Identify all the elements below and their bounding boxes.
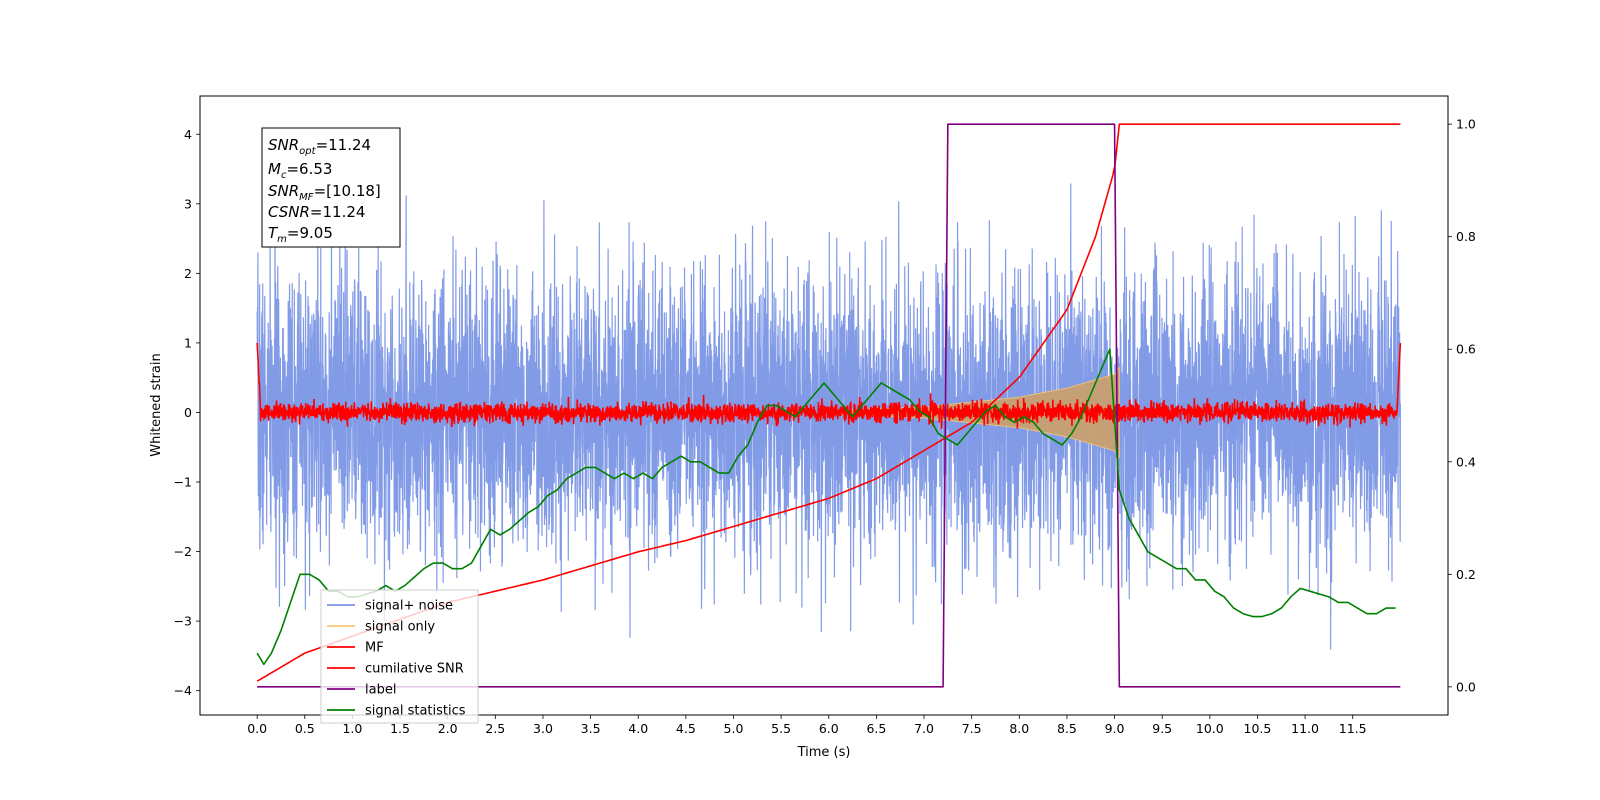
annotation-csnr: CSNR=11.24 xyxy=(268,203,365,221)
y-left-tick-label: 4 xyxy=(184,127,192,142)
x-tick-label: 0.5 xyxy=(295,721,315,736)
x-tick-label: 3.5 xyxy=(581,721,601,736)
x-tick-label: 1.5 xyxy=(390,721,410,736)
y-right-tick-label: 0.4 xyxy=(1456,454,1476,469)
x-tick-label: 7.0 xyxy=(914,721,934,736)
x-tick-label: 1.0 xyxy=(342,721,362,736)
legend-label: signal statistics xyxy=(365,704,466,719)
annotation-snr-mf: SNRMF=[10.18] xyxy=(268,182,381,203)
y-left-tick-label: −4 xyxy=(174,683,192,698)
y-left-tick-label: 2 xyxy=(184,266,192,281)
x-tick-label: 0.0 xyxy=(247,721,267,736)
axes: 0.0 0.5 1.0 1.5 2.0 2.5 3.0 3.5 4.0 4.5 5.0 5.5 6.0 6… xyxy=(174,117,1476,736)
x-axis-title: Time (s) xyxy=(797,745,851,760)
x-tick-label: 6.5 xyxy=(866,721,886,736)
x-tick-label: 2.0 xyxy=(438,721,458,736)
x-tick-label: 8.5 xyxy=(1057,721,1077,736)
y-right-tick-label: 0.0 xyxy=(1456,679,1476,694)
annotation-box: SNRopt=11.24 Mc=6.53 SNRMF=[10.18] CSNR=… xyxy=(261,127,401,248)
x-tick-label: 2.5 xyxy=(485,721,505,736)
annotation-mc: Mc=6.53 xyxy=(268,160,332,181)
x-tick-label: 5.5 xyxy=(771,721,791,736)
y-right-tick-label: 0.6 xyxy=(1456,342,1476,357)
x-tick-label: 4.0 xyxy=(628,721,648,736)
annotation-tm: Tm=9.05 xyxy=(268,224,333,245)
x-tick-label: 10.5 xyxy=(1244,721,1272,736)
y-right-tick-label: 1.0 xyxy=(1456,117,1476,132)
x-tick-label: 9.5 xyxy=(1152,721,1172,736)
y-left-tick-label: −1 xyxy=(174,475,192,490)
legend-label: MF xyxy=(365,641,384,656)
x-tick-label: 3.0 xyxy=(533,721,553,736)
y-right-tick-label: 0.8 xyxy=(1456,229,1476,244)
plot-frame xyxy=(199,95,1449,716)
legend-label: signal+ noise xyxy=(365,599,453,614)
y-right-tick-label: 0.2 xyxy=(1456,567,1476,582)
legend: signal+ noise signal only MF cumilative SNR… xyxy=(320,589,479,724)
x-tick-label: 5.0 xyxy=(724,721,744,736)
y-left-tick-label: 1 xyxy=(184,335,192,350)
x-tick-label: 7.5 xyxy=(962,721,982,736)
y-left-tick-label: −2 xyxy=(174,544,192,559)
x-tick-label: 6.0 xyxy=(819,721,839,736)
series-signal-noise xyxy=(256,183,1401,650)
legend-label: cumilative SNR xyxy=(365,662,464,677)
y-axis-title: Whitened strain xyxy=(149,353,164,456)
y-left-tick-label: 3 xyxy=(184,196,192,211)
series-signal-statistics xyxy=(256,348,1396,666)
x-tick-label: 10.0 xyxy=(1196,721,1224,736)
x-tick-label: 11.0 xyxy=(1291,721,1319,736)
x-tick-label: 11.5 xyxy=(1339,721,1367,736)
annotation-snr-opt: SNRopt=11.24 xyxy=(268,136,371,157)
legend-frame xyxy=(320,589,479,724)
y-left-tick-label: −3 xyxy=(174,614,192,629)
legend-label: signal only xyxy=(365,620,435,635)
series-mf xyxy=(256,342,1402,429)
x-tick-label: 4.5 xyxy=(676,721,696,736)
x-tick-label: 8.0 xyxy=(1009,721,1029,736)
y-left-tick-label: 0 xyxy=(184,405,192,420)
x-tick-label: 9.0 xyxy=(1105,721,1125,736)
legend-label: label xyxy=(365,683,396,698)
series-label xyxy=(257,123,1401,688)
